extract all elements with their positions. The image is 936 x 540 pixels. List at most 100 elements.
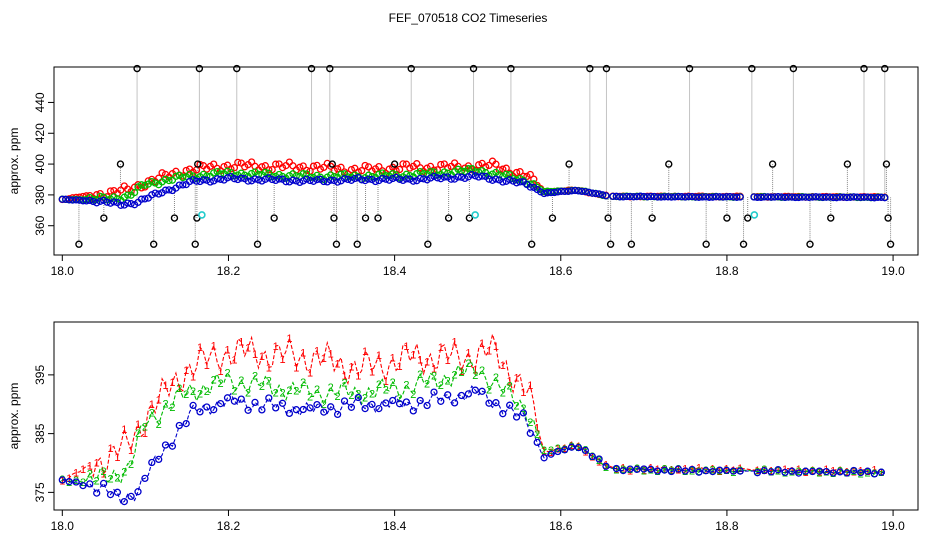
- series3-point-top: [509, 177, 517, 185]
- series2-label: 2: [114, 473, 120, 485]
- series2-label: 2: [878, 467, 884, 479]
- series3-point-top: [223, 174, 232, 182]
- series3-point-top: [261, 175, 269, 183]
- series1-label: 1: [355, 371, 361, 383]
- series3-point: [667, 467, 676, 476]
- series1-label: 1: [493, 341, 499, 353]
- series3-point: [561, 446, 569, 454]
- outlier-point: [191, 240, 199, 248]
- series1-label: 1: [383, 376, 389, 388]
- series2-point-top: [261, 168, 269, 176]
- series3-point: [774, 466, 782, 474]
- series3-point-top: [540, 189, 548, 198]
- series3-point-top: [426, 174, 435, 182]
- series2-label: 2: [803, 466, 809, 478]
- series3-point: [285, 409, 294, 418]
- series3-point-top: [62, 195, 70, 203]
- outlier-point: [586, 64, 594, 73]
- series3-point: [533, 438, 541, 447]
- series1-label: 1: [555, 443, 561, 455]
- flag-point: [471, 211, 480, 219]
- chart-title: FEF_070518 CO2 Timeseries: [389, 11, 548, 25]
- series3-point-top: [502, 177, 510, 185]
- outlier-point: [648, 214, 656, 222]
- series2-point-top: [185, 170, 194, 179]
- series2-label: 2: [871, 468, 877, 480]
- series3-point: [801, 467, 810, 475]
- series3-point-top: [770, 193, 779, 201]
- series3-point-top: [402, 175, 411, 183]
- series3-point-top: [437, 175, 445, 183]
- series2-point-top: [210, 169, 218, 177]
- series1-label: 1: [87, 461, 93, 473]
- series3-point-top: [567, 187, 576, 195]
- series3-point-top: [244, 177, 252, 185]
- x-tick-label: 18.2: [217, 519, 241, 533]
- series2-point-top: [419, 170, 428, 178]
- series3-point: [457, 391, 466, 400]
- series3-point-top: [609, 192, 617, 201]
- series2-label: 2: [520, 403, 526, 415]
- series3-point-top: [832, 194, 841, 202]
- series3-point: [829, 469, 837, 477]
- series3-point-top: [695, 193, 703, 201]
- series3-point-top: [853, 193, 861, 201]
- series1-point-top: [258, 163, 266, 171]
- series3-point-top: [378, 174, 386, 183]
- series3-point-top: [409, 177, 417, 185]
- series1-label: 1: [369, 367, 375, 379]
- series2-label: 2: [341, 378, 347, 390]
- series3-point-top: [736, 193, 744, 201]
- series2-label: 2: [73, 475, 79, 487]
- series3-point-top: [382, 175, 390, 183]
- series3-point-top: [874, 193, 882, 202]
- series2-label: 2: [851, 466, 857, 478]
- series3-point-top: [268, 175, 276, 184]
- series3-point: [354, 393, 362, 402]
- series3-point-top: [788, 193, 796, 201]
- y-tick-label: 420: [33, 123, 47, 143]
- series2-point-top: [464, 165, 473, 173]
- series3-point: [478, 387, 486, 395]
- axes-top: 18.0 18.2 18.4 18.6 18.8 19.0 360 380 400 420 440: [33, 92, 905, 278]
- series3-point-top: [822, 193, 830, 201]
- series2-label: 2: [156, 419, 162, 431]
- series2-label: 2: [183, 389, 189, 401]
- series1-label: 1: [321, 353, 327, 365]
- outlier-point: [361, 214, 370, 222]
- series1-label: 1: [445, 355, 451, 367]
- series2-point-top: [137, 181, 146, 189]
- outlier-point: [602, 64, 611, 73]
- series1-label: 1: [273, 341, 279, 353]
- series2-label: 2: [789, 466, 795, 478]
- series1-label: 1: [486, 346, 492, 358]
- series1-point-top: [361, 161, 369, 170]
- series3-point: [815, 467, 824, 475]
- series3-point-top: [272, 176, 280, 185]
- series2-label: 2: [162, 399, 168, 411]
- series3-point-top: [709, 193, 717, 201]
- series3-point-top: [93, 199, 101, 207]
- series2-label: 2: [541, 445, 547, 457]
- series3-point: [526, 429, 534, 437]
- series2-label: 2: [730, 467, 736, 479]
- series2-label: 2: [397, 393, 403, 405]
- series3-point-top: [475, 173, 483, 181]
- series1-point-top: [93, 191, 101, 199]
- series1-point-top: [399, 160, 407, 168]
- series3-point-top: [877, 193, 885, 201]
- plot-frame-top: [53, 66, 919, 256]
- series2-label: 2: [224, 368, 230, 380]
- series3-point: [877, 468, 885, 476]
- series2-point-top: [165, 176, 173, 185]
- outlier-point: [860, 64, 868, 73]
- series2-label: 2: [66, 477, 72, 489]
- series2-point-top: [110, 193, 118, 201]
- series3-point: [313, 400, 321, 409]
- series3-point: [736, 467, 744, 475]
- series3-point-top: [285, 178, 294, 186]
- series3-point-top: [79, 197, 87, 205]
- series3-point-top: [213, 175, 221, 183]
- series2-label: 2: [101, 466, 107, 478]
- series3-point: [375, 404, 383, 413]
